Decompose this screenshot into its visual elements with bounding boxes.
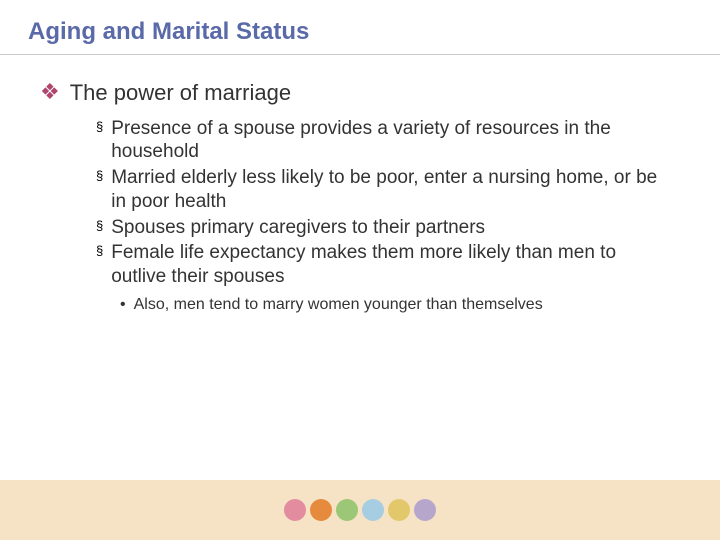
level2-text: Presence of a spouse provides a variety …	[111, 117, 660, 165]
level1-text: The power of marriage	[70, 79, 291, 107]
bullet-level2: § Female life expectancy makes them more…	[96, 241, 660, 289]
level2-text: Female life expectancy makes them more l…	[111, 241, 660, 289]
level2-text: Spouses primary caregivers to their part…	[111, 216, 485, 240]
bullet-level2: § Married elderly less likely to be poor…	[96, 166, 660, 214]
bullet-level3: • Also, men tend to marry women younger …	[120, 295, 660, 316]
slide-title: Aging and Marital Status	[28, 18, 692, 46]
level3-list: • Also, men tend to marry women younger …	[40, 295, 680, 316]
level3-text: Also, men tend to marry women younger th…	[134, 295, 543, 315]
footer-circle	[310, 499, 332, 521]
slide-content: ❖ The power of marriage § Presence of a …	[0, 55, 720, 316]
square-bullet-icon: §	[96, 166, 103, 186]
level2-list: § Presence of a spouse provides a variet…	[40, 117, 680, 289]
bullet-level2: § Presence of a spouse provides a variet…	[96, 117, 660, 165]
footer-circle	[414, 499, 436, 521]
bullet-level2: § Spouses primary caregivers to their pa…	[96, 216, 660, 240]
square-bullet-icon: §	[96, 241, 103, 261]
footer-circle	[284, 499, 306, 521]
bullet-level1: ❖ The power of marriage	[40, 79, 680, 107]
footer-circle	[388, 499, 410, 521]
diamond-bullet-icon: ❖	[40, 79, 60, 105]
footer-strip	[0, 480, 720, 540]
square-bullet-icon: §	[96, 216, 103, 236]
title-bar: Aging and Marital Status	[0, 0, 720, 55]
level2-text: Married elderly less likely to be poor, …	[111, 166, 660, 214]
dot-bullet-icon: •	[120, 295, 126, 316]
footer-circle	[362, 499, 384, 521]
footer-circle	[336, 499, 358, 521]
square-bullet-icon: §	[96, 117, 103, 137]
